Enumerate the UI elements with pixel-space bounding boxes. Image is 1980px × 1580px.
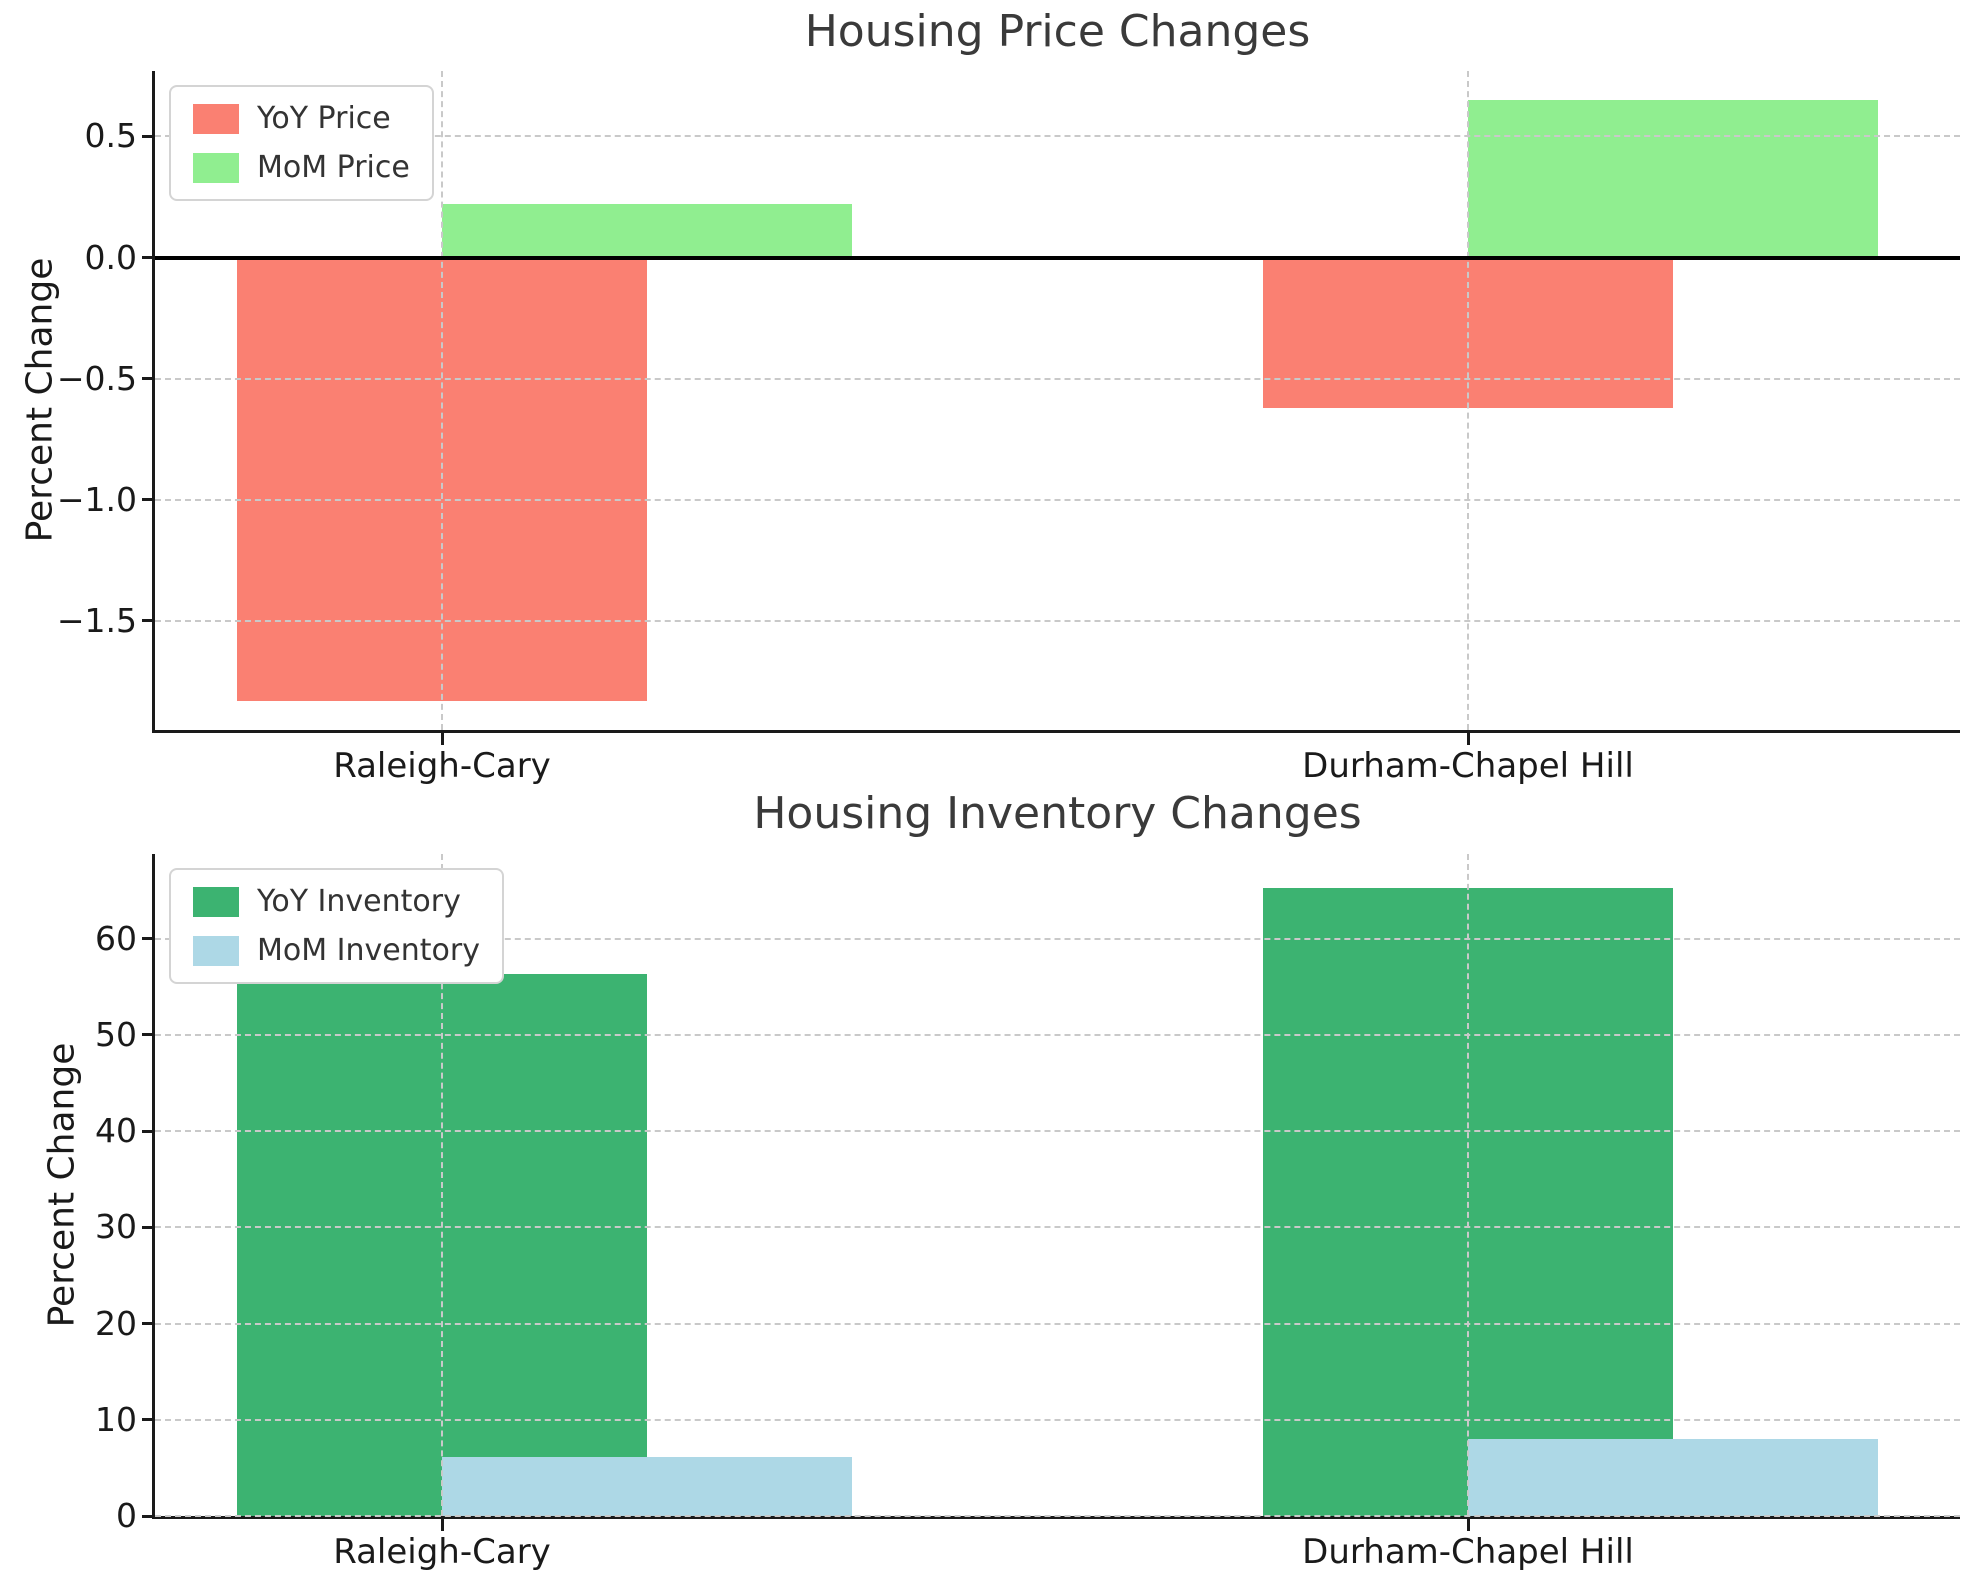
- legend-swatch-mom-inventory: [193, 935, 239, 966]
- gridline-v: [1467, 71, 1469, 730]
- y-tick-label: 0.0: [84, 237, 137, 277]
- y-tick-label: −1.0: [56, 479, 137, 519]
- y-tick-mark: [142, 1033, 155, 1037]
- legend-label-yoy-inventory: YoY Inventory: [257, 884, 461, 919]
- legend-label-yoy-price: YoY Price: [257, 101, 391, 136]
- gridline-h: [155, 498, 1960, 501]
- legend-label-mom-price: MoM Price: [257, 150, 410, 185]
- gridline-v: [441, 71, 443, 730]
- bar-mom-price-durham-chapel-hill: [1468, 100, 1878, 258]
- x-tick-label-durham-chapel-hill: Durham-Chapel Hill: [1302, 746, 1634, 786]
- y-tick-mark: [142, 1225, 155, 1229]
- y-tick-label: 50: [95, 1014, 137, 1054]
- x-tick-label-durham-chapel-hill: Durham-Chapel Hill: [1302, 1532, 1634, 1572]
- y-tick-mark: [142, 619, 155, 623]
- legend-swatch-yoy-inventory: [193, 886, 239, 917]
- y-tick-label: 0: [116, 1496, 137, 1535]
- gridline-h: [155, 1130, 1960, 1133]
- y-tick-label: 0.5: [84, 116, 137, 156]
- y-axis-label-inventory: Percent Change: [41, 1042, 83, 1328]
- gridline-h: [155, 937, 1960, 940]
- legend-label-mom-inventory: MoM Inventory: [257, 933, 480, 968]
- gridline-v: [441, 854, 443, 1516]
- y-tick-label: 20: [95, 1303, 137, 1343]
- y-tick-label: −0.5: [56, 358, 137, 398]
- gridline-h: [155, 1322, 1960, 1325]
- y-tick-mark: [142, 1514, 155, 1518]
- y-tick-mark: [142, 1418, 155, 1422]
- y-tick-label: 30: [95, 1207, 137, 1247]
- x-tick-label-raleigh-cary: Raleigh-Cary: [333, 746, 551, 786]
- y-tick-mark: [142, 937, 155, 941]
- legend-item-mom-inventory: MoM Inventory: [193, 933, 480, 968]
- bar-mom-price-raleigh-cary: [442, 204, 852, 258]
- gridline-h: [155, 1033, 1960, 1036]
- gridline-h: [155, 1418, 1960, 1421]
- y-tick-mark: [142, 498, 155, 502]
- y-tick-mark: [142, 1322, 155, 1326]
- y-tick-label: 40: [95, 1111, 137, 1151]
- gridline-h: [155, 1515, 1960, 1517]
- x-tick-mark: [1466, 1519, 1470, 1531]
- zero-line: [155, 255, 1960, 260]
- y-tick-mark: [142, 134, 155, 138]
- y-tick-label: 60: [95, 918, 137, 958]
- chart-title-price: Housing Price Changes: [804, 6, 1311, 57]
- plot-area-price: [152, 71, 1960, 733]
- x-tick-mark: [1466, 733, 1470, 745]
- bar-mom-inventory-raleigh-cary: [442, 1457, 852, 1516]
- gridline-v: [1467, 854, 1469, 1516]
- gridline-h: [155, 1226, 1960, 1229]
- x-tick-label-raleigh-cary: Raleigh-Cary: [333, 1532, 551, 1572]
- legend-swatch-yoy-price: [193, 103, 239, 134]
- y-tick-mark: [142, 377, 155, 381]
- legend-price: YoY Price MoM Price: [169, 85, 434, 201]
- x-tick-mark: [440, 1519, 444, 1531]
- legend-swatch-mom-price: [193, 152, 239, 183]
- chart-title-inventory: Housing Inventory Changes: [753, 788, 1362, 839]
- legend-item-mom-price: MoM Price: [193, 150, 410, 185]
- y-tick-label: −1.5: [56, 600, 137, 640]
- legend-item-yoy-inventory: YoY Inventory: [193, 884, 480, 919]
- y-tick-mark: [142, 1129, 155, 1133]
- y-tick-mark: [142, 256, 155, 260]
- legend-item-yoy-price: YoY Price: [193, 101, 410, 136]
- gridline-h: [155, 135, 1960, 138]
- gridline-h: [155, 619, 1960, 622]
- plot-area-inventory: [152, 854, 1960, 1519]
- x-tick-mark: [440, 733, 444, 745]
- y-tick-label: 10: [95, 1399, 137, 1439]
- legend-inventory: YoY Inventory MoM Inventory: [169, 868, 504, 984]
- bar-mom-inventory-durham-chapel-hill: [1468, 1439, 1878, 1516]
- gridline-h: [155, 377, 1960, 380]
